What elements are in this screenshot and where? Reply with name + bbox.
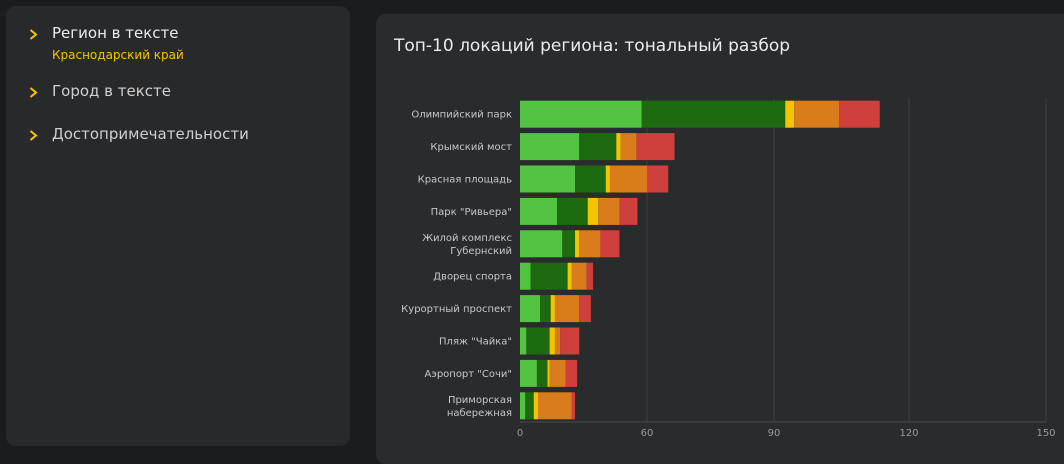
category-label: Олимпийский парк [411, 110, 512, 121]
bar-segment [554, 327, 561, 355]
bar-segment [567, 262, 572, 290]
bar-segment [636, 133, 675, 161]
bar-segment [520, 230, 563, 258]
bar-segment [579, 230, 601, 258]
bar-segment [620, 133, 637, 161]
x-tick-label: 120 [899, 428, 918, 439]
bar-segment [530, 262, 568, 290]
bar-segment [547, 359, 550, 387]
bar-segment [525, 392, 534, 420]
nav-item-label: Город в тексте [52, 82, 172, 100]
bar-segment [579, 133, 617, 161]
bar-segment [571, 392, 576, 420]
bar-segment [550, 295, 555, 323]
bar-segment [520, 359, 537, 387]
x-tick-label: 60 [641, 428, 654, 439]
bar-segment [549, 359, 566, 387]
bar-segment [587, 197, 599, 225]
bar-segment [571, 262, 587, 290]
category-label: Пляж "Чайка" [439, 337, 512, 348]
bar-segment [609, 165, 647, 193]
bar-segment [575, 165, 606, 193]
category-label: Дворец спорта [433, 272, 512, 283]
bar-segment [647, 165, 669, 193]
bar-segment [520, 392, 526, 420]
bar-segment [586, 262, 594, 290]
x-tick-label: 90 [768, 428, 781, 439]
bar-segment [579, 295, 591, 323]
bar-segment [565, 359, 578, 387]
bar-segment [549, 327, 555, 355]
category-label: Аэропорт "Сочи" [424, 369, 512, 380]
nav-item-region-text: Регион в тексте Краснодарский край [52, 24, 184, 62]
nav-item-city[interactable]: Город в тексте [26, 82, 171, 100]
bar-segment [641, 100, 786, 128]
bar-segment [520, 327, 527, 355]
bar-segment [557, 197, 588, 225]
bar-segment [605, 165, 610, 193]
category-label: Крымский мост [430, 142, 512, 153]
category-label: Парк "Ривьера" [431, 207, 512, 218]
bar-segment [598, 197, 620, 225]
nav-item-region[interactable]: Регион в тексте Краснодарский край [26, 24, 184, 62]
x-tick-label: 150 [1036, 428, 1055, 439]
bar-segment [619, 197, 638, 225]
bar-segment [520, 165, 576, 193]
bar-segment [520, 197, 558, 225]
bar-segment [562, 230, 576, 258]
sidebar: Регион в тексте Краснодарский край Город… [6, 6, 350, 446]
bar-segment [533, 392, 538, 420]
chevron-right-icon [26, 85, 40, 99]
nav-item-landmarks[interactable]: Достопримечательности [26, 125, 249, 143]
category-label: Приморская набережная [447, 395, 512, 419]
nav-item-label: Регион в тексте [52, 24, 179, 42]
chevron-right-icon [26, 128, 40, 142]
chevron-right-icon [26, 27, 40, 41]
nav-item-sublabel: Краснодарский край [52, 48, 184, 62]
bar-segment [600, 230, 620, 258]
stacked-bar-chart: 0 60 90 120 150 Олимпийский парк Крымский мост… [401, 98, 1056, 439]
category-label: Курортный проспект [401, 304, 512, 315]
bar-segment [616, 133, 621, 161]
category-label: Жилой комплекс Губернский [422, 233, 512, 257]
bar-segment [526, 327, 550, 355]
bar-segment [536, 359, 548, 387]
bar-segment [785, 100, 795, 128]
bar-segment [520, 262, 531, 290]
chart-panel: Топ-10 локаций региона: тональный разбор… [376, 14, 1064, 464]
bar-segment [575, 230, 580, 258]
bar-segment [560, 327, 580, 355]
bar-segment [839, 100, 880, 128]
bar-segment [520, 295, 541, 323]
bar-segment [540, 295, 551, 323]
chart-title: Топ-10 локаций региона: тональный разбор [394, 36, 791, 56]
nav-item-label: Достопримечательности [52, 125, 249, 143]
category-label: Красная площадь [418, 175, 512, 186]
bar-segment [520, 100, 642, 128]
bar-segment [794, 100, 840, 128]
x-tick-label: 0 [517, 428, 523, 439]
bar-segment [537, 392, 572, 420]
bar-segment [554, 295, 580, 323]
bar-segment [520, 133, 580, 161]
